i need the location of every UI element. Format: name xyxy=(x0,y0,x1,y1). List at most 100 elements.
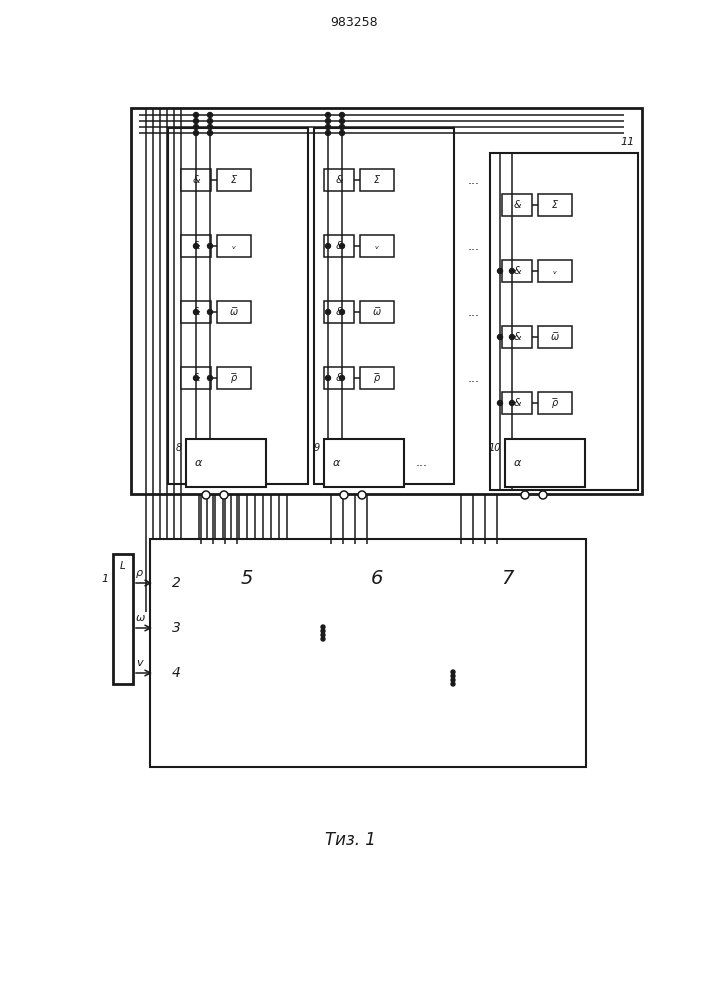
Circle shape xyxy=(451,682,455,686)
Text: ...: ... xyxy=(468,239,480,252)
Circle shape xyxy=(451,678,455,682)
Circle shape xyxy=(207,310,213,314)
Bar xyxy=(324,301,354,323)
Text: &: & xyxy=(192,307,200,317)
Text: ᵥ: ᵥ xyxy=(553,266,557,276)
Text: &: & xyxy=(335,307,343,317)
Text: Τиз. 1: Τиз. 1 xyxy=(325,831,375,849)
Circle shape xyxy=(451,674,455,678)
Text: ω̅: ω̅ xyxy=(551,332,559,342)
Text: ω: ω xyxy=(136,613,146,623)
Bar xyxy=(538,326,572,348)
Bar xyxy=(323,544,431,612)
Circle shape xyxy=(510,334,515,340)
Text: Σ: Σ xyxy=(374,175,380,185)
Text: &: & xyxy=(513,332,521,342)
Text: Σ: Σ xyxy=(231,175,237,185)
Circle shape xyxy=(194,130,199,135)
Circle shape xyxy=(325,243,330,248)
Circle shape xyxy=(194,118,199,123)
Circle shape xyxy=(325,130,330,135)
Circle shape xyxy=(194,112,199,117)
Text: 3: 3 xyxy=(172,621,180,635)
Circle shape xyxy=(498,268,503,273)
Text: &: & xyxy=(192,373,200,383)
Circle shape xyxy=(325,375,330,380)
Bar xyxy=(360,235,394,257)
Text: 6: 6 xyxy=(370,568,383,587)
Circle shape xyxy=(321,629,325,633)
Bar xyxy=(217,367,251,389)
Text: ρ̅: ρ̅ xyxy=(374,373,380,383)
Bar xyxy=(131,108,642,494)
Text: ρ: ρ xyxy=(136,568,143,578)
Bar xyxy=(324,169,354,191)
Text: &: & xyxy=(335,175,343,185)
Text: 983258: 983258 xyxy=(330,15,378,28)
Circle shape xyxy=(321,625,325,629)
Text: 1: 1 xyxy=(101,574,109,584)
Text: α: α xyxy=(332,458,339,468)
Text: &: & xyxy=(513,266,521,276)
Circle shape xyxy=(325,310,330,314)
Bar xyxy=(217,301,251,323)
Circle shape xyxy=(498,334,503,340)
Bar xyxy=(314,128,454,484)
Circle shape xyxy=(194,124,199,129)
Circle shape xyxy=(340,491,348,499)
Bar xyxy=(502,260,532,282)
Bar xyxy=(150,539,586,767)
Text: ...: ... xyxy=(468,371,480,384)
Circle shape xyxy=(194,375,199,380)
Circle shape xyxy=(325,124,330,129)
Bar xyxy=(538,392,572,414)
Circle shape xyxy=(339,243,344,248)
Bar xyxy=(181,367,211,389)
Circle shape xyxy=(207,130,213,135)
Text: Σ: Σ xyxy=(552,200,558,210)
Bar xyxy=(502,194,532,216)
Bar xyxy=(217,169,251,191)
Text: ω̅: ω̅ xyxy=(373,307,381,317)
Text: ω̅: ω̅ xyxy=(230,307,238,317)
Bar xyxy=(453,544,561,612)
Bar xyxy=(217,235,251,257)
Text: 9: 9 xyxy=(314,443,320,453)
Circle shape xyxy=(339,118,344,123)
Text: &: & xyxy=(335,241,343,251)
Circle shape xyxy=(207,118,213,123)
Bar xyxy=(186,439,266,487)
Circle shape xyxy=(194,310,199,314)
Circle shape xyxy=(339,310,344,314)
Text: ρ̅: ρ̅ xyxy=(231,373,237,383)
Text: &: & xyxy=(513,200,521,210)
Text: 7: 7 xyxy=(501,568,513,587)
Circle shape xyxy=(498,400,503,406)
Circle shape xyxy=(339,375,344,380)
Circle shape xyxy=(321,633,325,637)
Text: 4: 4 xyxy=(172,666,180,680)
Circle shape xyxy=(358,491,366,499)
Bar xyxy=(155,609,197,647)
Bar xyxy=(113,554,133,684)
Circle shape xyxy=(207,375,213,380)
Text: 5: 5 xyxy=(241,568,253,587)
Text: L: L xyxy=(120,561,126,571)
Circle shape xyxy=(325,112,330,117)
Text: ...: ... xyxy=(468,174,480,186)
Text: α: α xyxy=(513,458,520,468)
Bar xyxy=(505,439,585,487)
Bar xyxy=(324,367,354,389)
Text: ᵥ: ᵥ xyxy=(375,241,379,251)
Circle shape xyxy=(202,491,210,499)
Bar xyxy=(155,654,197,692)
Bar xyxy=(168,128,308,484)
Bar xyxy=(193,544,301,612)
Text: ...: ... xyxy=(444,117,456,130)
Text: &: & xyxy=(192,175,200,185)
Text: ρ̅: ρ̅ xyxy=(552,398,558,408)
Circle shape xyxy=(339,112,344,117)
Circle shape xyxy=(510,268,515,273)
Text: 10: 10 xyxy=(489,443,501,453)
Bar xyxy=(360,367,394,389)
